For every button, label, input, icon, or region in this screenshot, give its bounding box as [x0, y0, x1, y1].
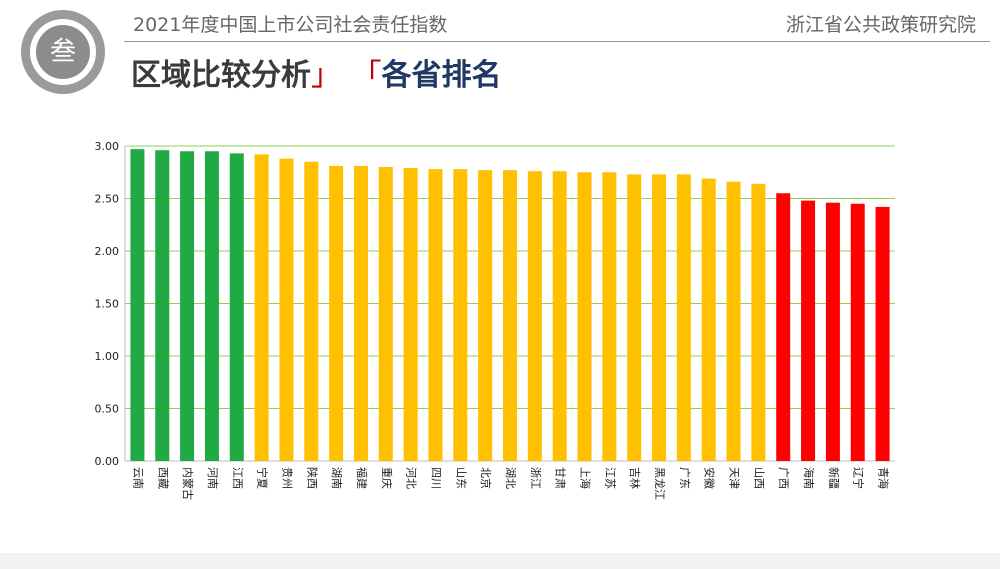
bar: [726, 181, 741, 461]
section-badge-number: 叁: [36, 25, 90, 79]
x-tick-label: 山东: [454, 467, 467, 489]
bar: [403, 168, 418, 462]
x-tick-label: 广东: [678, 467, 691, 489]
x-tick-label: 宁夏: [256, 467, 270, 489]
bar: [428, 169, 443, 461]
x-tick-label: 重庆: [380, 467, 394, 489]
x-tick-label: 辽宁: [852, 467, 866, 489]
header-divider: [124, 41, 990, 42]
bar: [180, 151, 195, 461]
bar: [204, 151, 219, 461]
bar: [527, 171, 542, 461]
bar: [254, 154, 269, 461]
footer-band: [0, 553, 1000, 569]
x-tick-label: 天津: [728, 467, 741, 489]
bar: [503, 170, 517, 461]
x-tick-label: 湖南: [330, 467, 343, 489]
bar: [850, 203, 865, 461]
x-tick-label: 福建: [355, 467, 369, 489]
x-tick-label: 云南: [131, 467, 144, 489]
bar: [329, 165, 344, 461]
x-tick-label: 内蒙古: [181, 467, 195, 500]
bar: [776, 193, 791, 461]
y-tick-label: 0.00: [95, 455, 120, 468]
bar: [304, 161, 319, 461]
bar: [552, 171, 567, 461]
bar: [229, 153, 244, 461]
y-tick-label: 2.50: [95, 193, 120, 206]
section-heading: 区域比较分析」 「各省排名: [131, 50, 501, 94]
y-tick-label: 1.00: [95, 350, 120, 363]
x-tick-label: 甘肃: [554, 467, 567, 489]
bar: [453, 169, 468, 461]
section-heading-part1: 区域比较分析: [131, 58, 311, 93]
bar: [627, 174, 642, 461]
bar: [378, 167, 393, 461]
x-tick-label: 四川: [429, 467, 442, 489]
bar: [155, 150, 170, 461]
x-tick-label: 新疆: [827, 467, 841, 489]
y-tick-label: 3.00: [95, 140, 120, 153]
y-tick-label: 1.50: [95, 298, 120, 311]
x-tick-label: 河北: [405, 467, 418, 489]
y-tick-label: 2.00: [95, 245, 120, 258]
x-tick-label: 江西: [231, 467, 244, 489]
bracket-open: 「: [351, 58, 382, 93]
bracket-close: 」: [311, 58, 341, 93]
bar: [825, 202, 840, 461]
bar: [701, 178, 716, 462]
x-tick-label: 山西: [752, 467, 765, 489]
y-tick-label: 0.50: [95, 403, 120, 416]
bar: [279, 158, 294, 461]
x-tick-label: 浙江: [529, 467, 542, 489]
x-tick-label: 海南: [802, 467, 816, 489]
section-heading-part2: 各省排名: [381, 58, 502, 93]
x-tick-label: 北京: [479, 467, 493, 489]
x-tick-label: 吉林: [628, 467, 642, 489]
report-title: 2021年度中国上市公司社会责任指数: [133, 14, 448, 36]
x-tick-label: 安徽: [703, 467, 717, 489]
bar: [130, 149, 145, 461]
x-tick-label: 西藏: [156, 467, 169, 489]
x-tick-label: 上海: [579, 467, 593, 489]
bar: [478, 170, 493, 461]
bar: [676, 174, 691, 461]
bar: [751, 183, 766, 462]
x-tick-label: 河南: [206, 467, 219, 489]
x-tick-label: 湖北: [504, 467, 517, 489]
bar: [652, 174, 667, 461]
bar: [875, 206, 890, 461]
bar: [602, 172, 617, 461]
x-tick-label: 陕西: [305, 467, 319, 489]
x-tick-label: 黑龙江: [653, 467, 666, 500]
bar: [801, 200, 816, 461]
x-tick-label: 广西: [777, 467, 790, 489]
organization-name: 浙江省公共政策研究院: [785, 14, 976, 36]
bar: [577, 172, 592, 461]
x-tick-label: 青海: [877, 467, 891, 489]
x-tick-label: 贵州: [280, 467, 293, 489]
x-tick-label: 江苏: [603, 467, 616, 489]
bar: [353, 165, 368, 461]
